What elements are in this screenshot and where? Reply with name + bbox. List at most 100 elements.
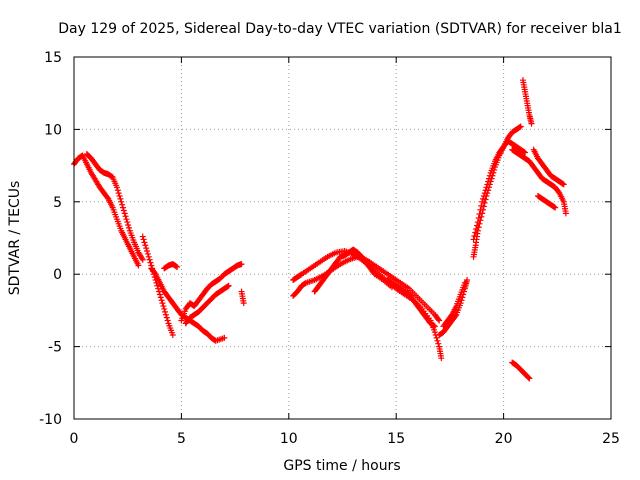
data-point — [123, 216, 130, 223]
series-sat-track-g — [182, 282, 232, 327]
data-point — [122, 213, 129, 220]
data-point — [163, 314, 170, 321]
y-tick-label: 0 — [53, 267, 62, 283]
data-point — [475, 215, 482, 222]
y-axis-label: SDTVAR / TECUs — [7, 181, 23, 296]
data-point — [139, 233, 146, 240]
data-point — [147, 259, 154, 266]
data-point — [483, 184, 490, 191]
data-point — [121, 210, 128, 217]
series-sat-track-b — [83, 151, 146, 263]
data-point — [164, 317, 171, 324]
data-point — [144, 250, 151, 257]
x-tick-label: 5 — [177, 431, 186, 447]
data-point — [146, 256, 153, 263]
data-point — [471, 232, 478, 239]
data-point — [562, 210, 569, 217]
data-point — [482, 187, 489, 194]
y-tick-label: 15 — [44, 50, 62, 66]
data-point — [221, 334, 228, 341]
data-point — [461, 279, 468, 286]
plot-frame — [73, 56, 612, 420]
data-point — [472, 229, 479, 236]
data-point — [476, 210, 483, 217]
data-point — [162, 311, 169, 318]
data-point — [517, 123, 524, 130]
data-point — [115, 190, 122, 197]
data-point — [142, 242, 149, 249]
data-point — [125, 224, 132, 231]
data-point — [479, 195, 486, 202]
data-point — [140, 236, 147, 243]
series-sat-track-k — [311, 246, 395, 295]
series-sat-track-i — [290, 253, 443, 324]
data-point — [470, 236, 477, 243]
data-point — [135, 262, 142, 269]
x-tick-label: 0 — [70, 431, 79, 447]
data-point — [162, 308, 169, 315]
data-point — [434, 337, 441, 344]
data-point — [145, 253, 152, 260]
x-tick-label: 20 — [495, 431, 513, 447]
series-sat-track-u — [509, 359, 533, 382]
x-tick-label: 25 — [602, 431, 620, 447]
data-point — [161, 305, 168, 312]
data-point — [160, 303, 167, 310]
data-point — [157, 294, 164, 301]
series-sat-track-t — [534, 193, 559, 211]
data-point — [435, 316, 442, 323]
data-point — [473, 226, 480, 233]
data-point — [477, 206, 484, 213]
data-point — [431, 323, 438, 330]
data-point — [485, 175, 492, 182]
x-tick-label: 10 — [280, 431, 298, 447]
data-point — [435, 340, 442, 347]
data-point — [474, 219, 481, 226]
series-sat-track-r — [509, 146, 569, 217]
series-sat-track-s — [530, 146, 567, 188]
data-point — [528, 120, 535, 127]
data-point — [116, 193, 123, 200]
data-point — [484, 181, 491, 188]
series-sat-track-p — [470, 137, 529, 243]
y-tick-label: -5 — [48, 340, 62, 356]
data-point — [156, 288, 163, 295]
data-point — [522, 149, 529, 156]
series-sat-track-n — [440, 279, 468, 330]
data-point — [174, 263, 181, 270]
data-point — [120, 207, 127, 214]
data-point — [436, 317, 443, 324]
data-point — [485, 178, 492, 185]
y-tick-label: -10 — [39, 412, 62, 428]
data-point — [159, 300, 166, 307]
data-point — [478, 202, 485, 209]
data-point — [118, 198, 125, 205]
data-point — [125, 221, 132, 228]
data-point — [526, 375, 533, 382]
data-point — [240, 300, 247, 307]
series-sat-track-c — [139, 233, 176, 339]
data-point — [225, 282, 232, 289]
data-point — [114, 187, 121, 194]
data-point — [486, 172, 493, 179]
data-point — [552, 204, 559, 211]
x-tick-label: 15 — [387, 431, 405, 447]
data-point — [525, 374, 532, 381]
series-sat-track-f — [178, 261, 245, 324]
data-point — [238, 261, 245, 268]
data-point — [119, 201, 126, 208]
series-sat-track-a — [71, 152, 142, 269]
series-sat-track-h — [238, 288, 247, 307]
data-point — [431, 329, 438, 336]
data-point — [481, 190, 488, 197]
data-point — [119, 204, 126, 211]
data-point — [144, 248, 151, 255]
data-point — [117, 195, 124, 202]
data-point — [113, 184, 120, 191]
data-point — [479, 198, 486, 205]
data-point — [438, 355, 445, 362]
data-point — [141, 239, 148, 246]
data-point — [560, 181, 567, 188]
x-axis-label: GPS time / hours — [283, 458, 400, 474]
